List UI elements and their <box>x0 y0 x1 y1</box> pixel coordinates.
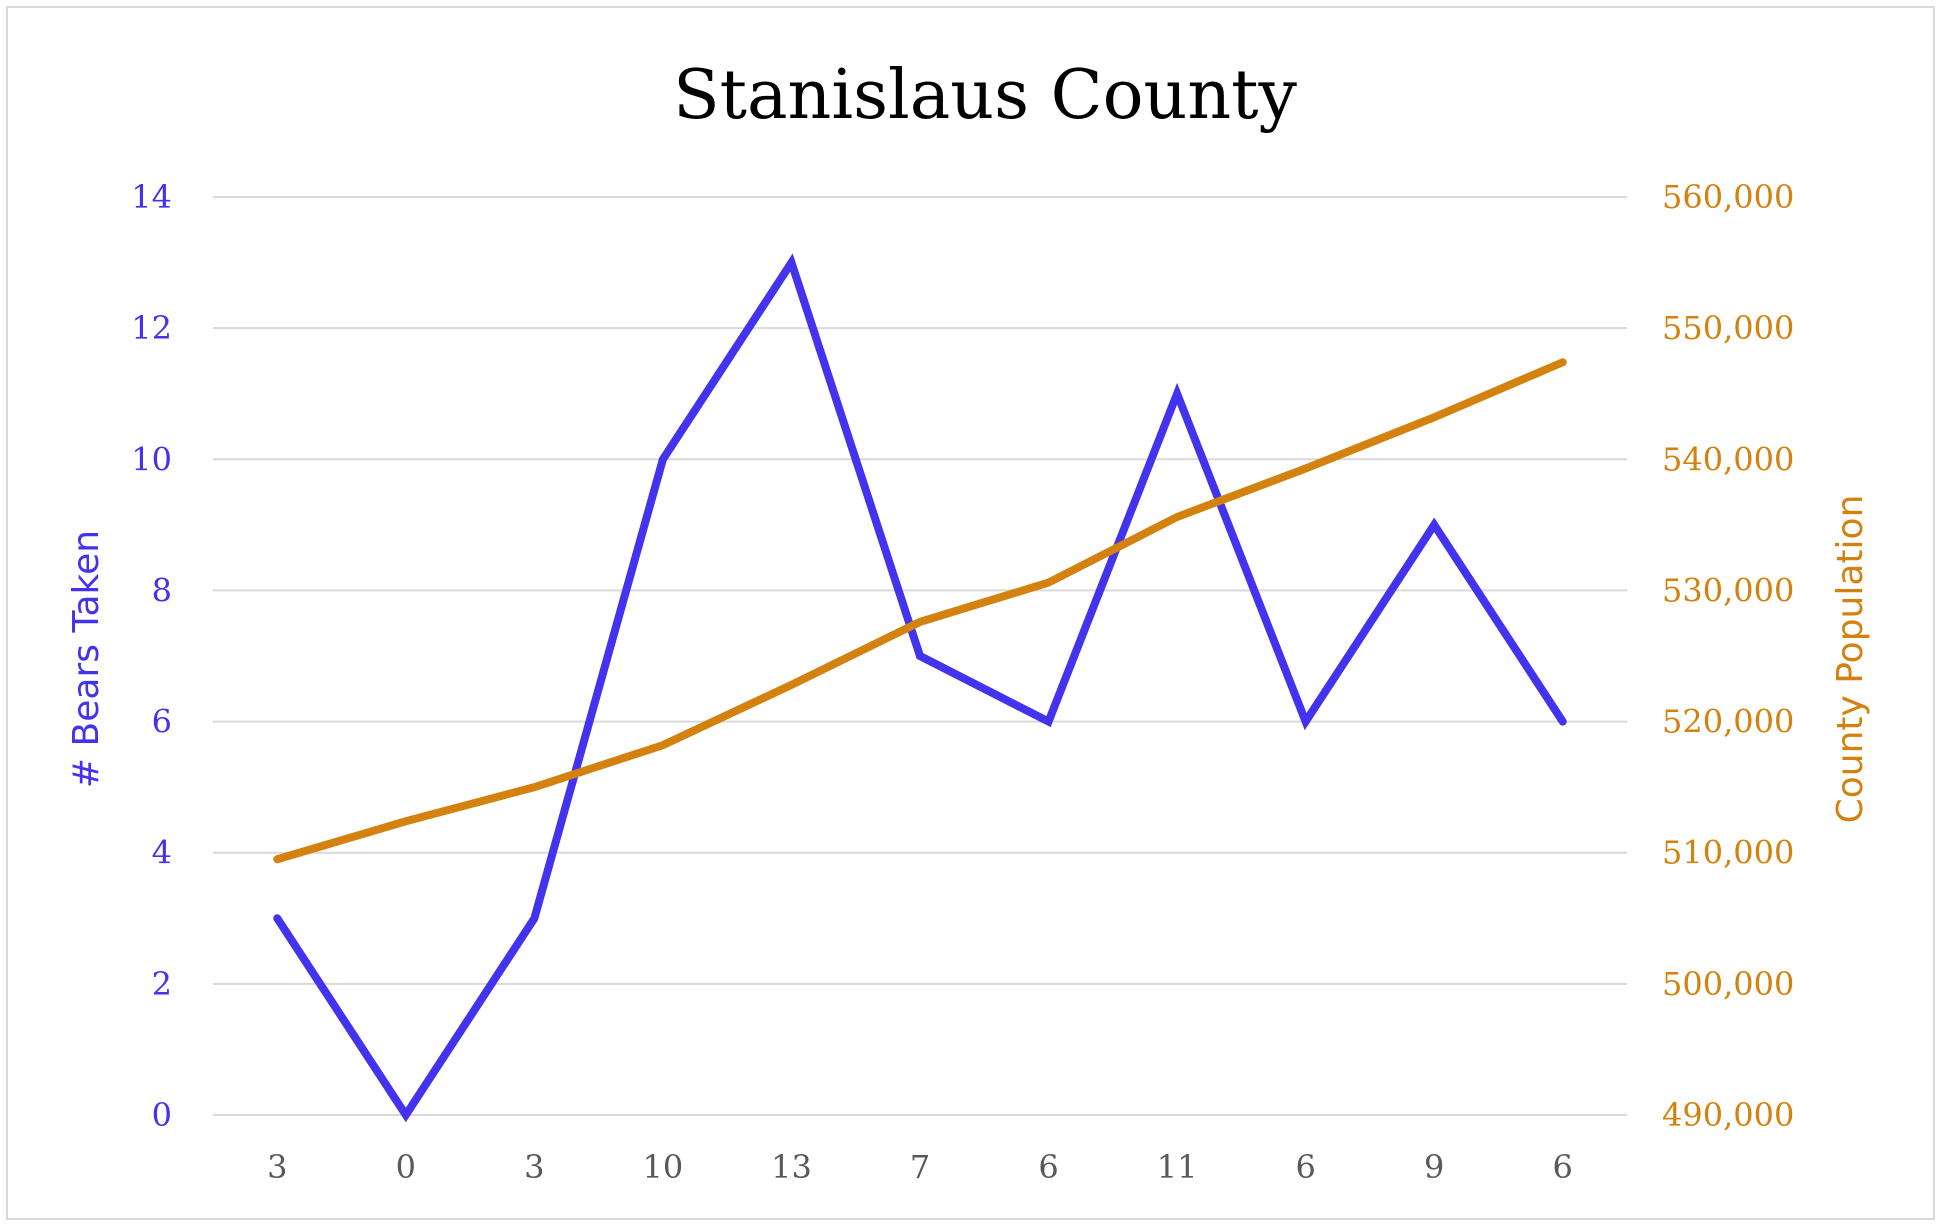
right-tick-label: 540,000 <box>1662 440 1794 478</box>
data-point-population <box>1048 582 1050 584</box>
gridlines <box>213 196 1627 1116</box>
right-axis-title: County Population <box>1830 495 1871 824</box>
right-tick-label: 530,000 <box>1662 571 1794 609</box>
data-point-bears-taken <box>919 655 921 657</box>
left-tick-label: 2 <box>152 965 172 1003</box>
x-tick-label: 11 <box>1157 1148 1198 1186</box>
x-tick-label: 0 <box>396 1148 416 1186</box>
left-tick-label: 8 <box>152 571 172 609</box>
left-axis-title: # Bears Taken <box>66 530 107 788</box>
data-point-population <box>790 684 792 686</box>
left-tick-label: 10 <box>131 440 172 478</box>
chart-frame <box>6 6 1935 1220</box>
right-axis-ticks: 490,000 500,000 510,000 520,000 530,000 540,0… <box>1662 178 1794 1134</box>
data-point-bears-taken <box>1433 524 1435 526</box>
data-point-bears-taken <box>533 917 535 919</box>
right-tick-label: 500,000 <box>1662 965 1794 1003</box>
data-point-population <box>1305 467 1307 469</box>
right-tick-label: 550,000 <box>1662 309 1794 347</box>
chart-title: Stanislaus County <box>673 56 1297 135</box>
data-point-population <box>919 621 921 623</box>
x-tick-label: 9 <box>1424 1148 1444 1186</box>
data-point-bears-taken <box>405 1114 407 1116</box>
x-tick-label: 6 <box>1553 1148 1573 1186</box>
data-point-bears-taken <box>662 458 664 460</box>
data-point-population <box>1176 516 1178 518</box>
left-tick-label: 4 <box>152 834 172 872</box>
left-tick-label: 0 <box>152 1096 172 1134</box>
x-tick-label: 6 <box>1038 1148 1058 1186</box>
data-point-bears-taken <box>1048 721 1050 723</box>
data-point-population <box>662 744 664 746</box>
right-tick-label: 560,000 <box>1662 178 1794 216</box>
left-tick-label: 12 <box>131 309 172 347</box>
data-point-bears-taken <box>276 917 278 919</box>
data-point-population <box>533 786 535 788</box>
right-tick-label: 520,000 <box>1662 703 1794 741</box>
data-point-bears-taken <box>790 262 792 264</box>
x-tick-label: 13 <box>771 1148 812 1186</box>
x-tick-label: 6 <box>1295 1148 1315 1186</box>
data-point-bears-taken <box>1176 393 1178 395</box>
data-point-bears-taken <box>1305 721 1307 723</box>
x-tick-label: 7 <box>910 1148 930 1186</box>
data-point-bears-taken <box>1562 721 1564 723</box>
right-tick-label: 490,000 <box>1662 1096 1794 1134</box>
data-point-population <box>405 820 407 822</box>
series-line-population <box>273 358 1567 864</box>
data-point-population <box>1433 416 1435 418</box>
series-line-bears-taken <box>273 253 1567 1123</box>
x-tick-label: 3 <box>267 1148 287 1186</box>
right-tick-label: 510,000 <box>1662 834 1794 872</box>
left-axis-ticks: 0 2 4 6 8 10 12 14 <box>131 178 172 1134</box>
x-tick-label: 10 <box>643 1148 684 1186</box>
series-group <box>273 253 1567 1123</box>
x-tick-label: 3 <box>524 1148 544 1186</box>
x-axis-ticks: 3 0 3 10 13 7 6 11 6 9 6 <box>267 1148 1573 1186</box>
left-tick-label: 14 <box>131 178 172 216</box>
left-tick-label: 6 <box>152 703 172 741</box>
data-point-population <box>276 858 278 860</box>
data-point-population <box>1562 361 1564 363</box>
